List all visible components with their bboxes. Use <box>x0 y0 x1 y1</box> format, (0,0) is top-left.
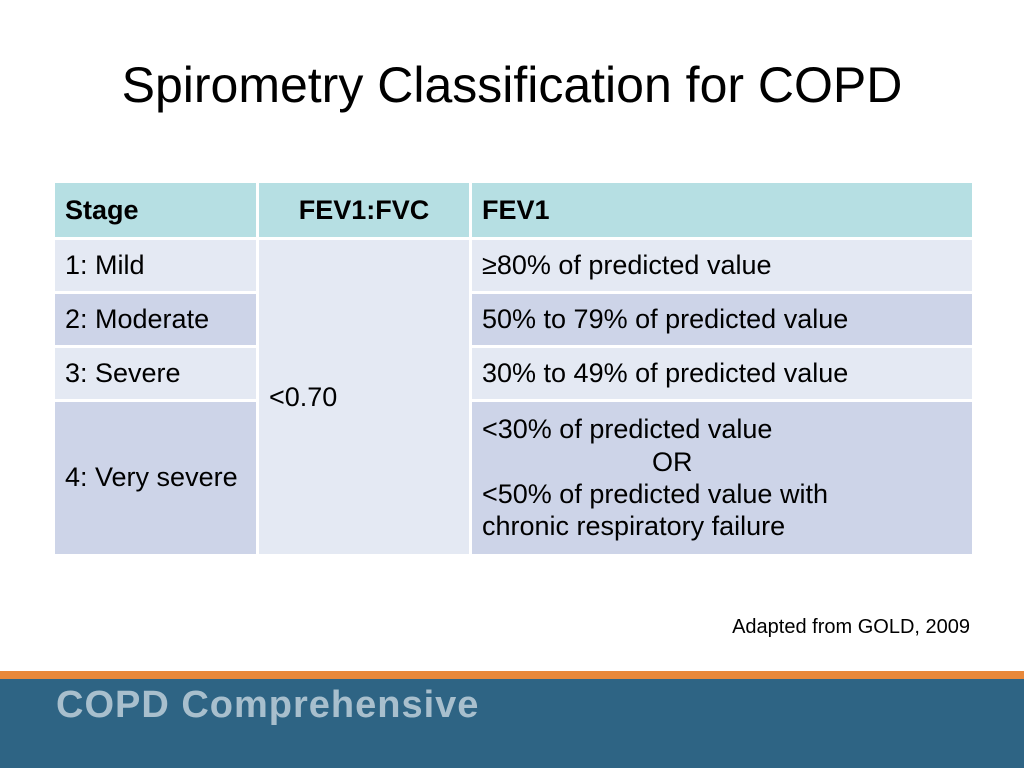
fev1-line: <50% of predicted value with <box>482 479 828 509</box>
table-header-row: Stage FEV1:FVC FEV1 <box>52 180 975 240</box>
footer-band <box>0 679 1024 768</box>
stage-cell: 3: Severe <box>52 345 259 402</box>
stage-cell: 2: Moderate <box>52 291 259 348</box>
fev1-or-line: OR <box>652 446 693 477</box>
table-row: 3: Severe 30% to 49% of predicted value <box>52 345 975 402</box>
copd-classification-table: Stage FEV1:FVC FEV1 1: Mild <0.70 ≥80% o… <box>52 180 975 557</box>
fev1-cell: 30% to 49% of predicted value <box>469 345 975 402</box>
fev1-line: chronic respiratory failure <box>482 511 786 542</box>
fev1-cell: ≥80% of predicted value <box>469 237 975 294</box>
source-citation: Adapted from GOLD, 2009 <box>732 616 970 638</box>
header-fev1: FEV1 <box>469 180 975 240</box>
header-fev1-fvc: FEV1:FVC <box>256 180 472 240</box>
table-row: 1: Mild <0.70 ≥80% of predicted value <box>52 237 975 557</box>
header-stage: Stage <box>52 180 259 240</box>
footer-brand-logo: COPD Comprehensive <box>56 684 480 726</box>
fev1-cell: 50% to 79% of predicted value <box>469 291 975 348</box>
fev1-cell: <30% of predicted value OR <50% of predi… <box>469 399 975 557</box>
table-row: 4: Very severe <30% of predicted value O… <box>52 399 975 557</box>
table-row: 2: Moderate 50% to 79% of predicted valu… <box>52 291 975 348</box>
slide-title: Spirometry Classification for COPD <box>121 57 903 113</box>
footer-orange-stripe <box>0 671 1024 679</box>
fev1-fvc-ratio-cell: <0.70 <box>256 237 472 557</box>
stage-cell: 1: Mild <box>52 237 259 294</box>
fev1-line: <30% of predicted value <box>482 414 773 445</box>
stage-cell: 4: Very severe <box>52 399 259 557</box>
